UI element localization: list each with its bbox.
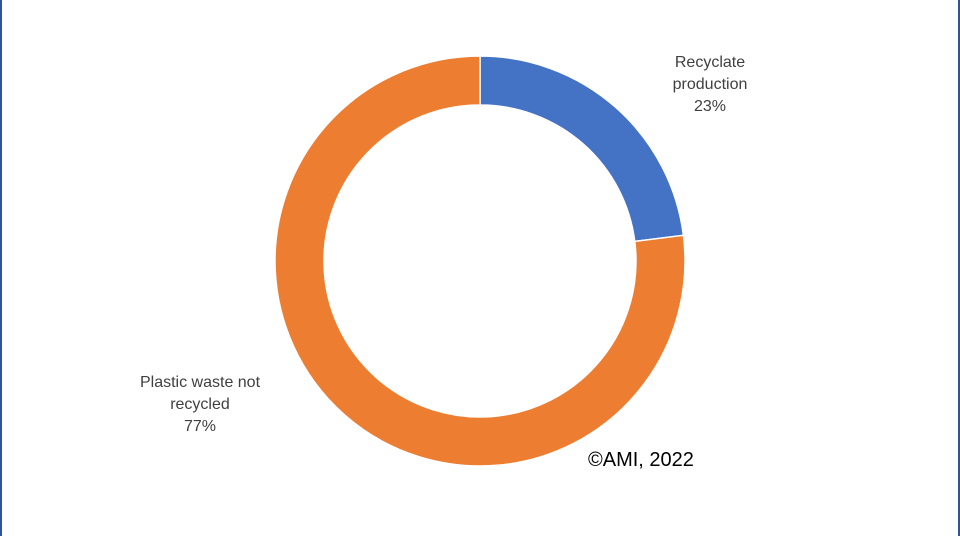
- donut-slice: [274, 55, 686, 467]
- category-label: Recyclate production: [672, 54, 748, 93]
- data-label: Recyclate production 23%: [650, 52, 770, 118]
- annotation: ©AMI, 2022: [588, 449, 694, 471]
- value-label: 77%: [183, 418, 217, 435]
- data-label: Plastic waste not recycled 77%: [120, 372, 280, 438]
- value-label: 23%: [693, 98, 727, 115]
- category-label: Plastic waste not recycled: [139, 374, 261, 413]
